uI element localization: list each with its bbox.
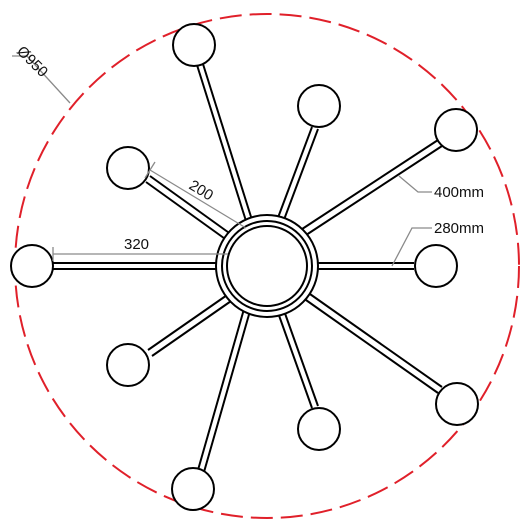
bulb-upper-center bbox=[297, 84, 341, 128]
bulb-bottom-right bbox=[435, 382, 479, 426]
short-arm-label: 280mm bbox=[434, 220, 484, 237]
bulb-upper-left bbox=[106, 146, 150, 190]
long-arm-leader bbox=[398, 175, 432, 193]
short-arm-leader bbox=[391, 227, 432, 267]
arm-bottom-left bbox=[197, 308, 251, 473]
arm-bottom-right bbox=[295, 286, 443, 394]
reach-dimension-label: 320 bbox=[124, 236, 149, 253]
bulb-lower-center-right bbox=[297, 407, 341, 451]
offset-dimension-label: 200 bbox=[186, 177, 216, 204]
arm-right-upper bbox=[295, 139, 443, 240]
arm-left bbox=[53, 262, 218, 270]
bulb-right-upper bbox=[434, 108, 478, 152]
arm-upper-left bbox=[145, 175, 233, 242]
long-arm-label: 400mm bbox=[434, 184, 484, 201]
bulb-left bbox=[10, 244, 54, 288]
arm-right bbox=[308, 262, 414, 270]
diameter-label: Ø950 bbox=[13, 43, 51, 81]
bulb-top-left bbox=[172, 23, 216, 67]
bulb-right bbox=[414, 244, 458, 288]
bulbs bbox=[10, 23, 479, 511]
arms bbox=[53, 63, 443, 473]
offset-dimension-line bbox=[149, 169, 247, 229]
arm-lower-left bbox=[147, 292, 235, 357]
dimension-lines bbox=[12, 55, 432, 267]
arm-upper-center bbox=[275, 126, 319, 226]
hub-center bbox=[226, 225, 308, 307]
bulb-bottom-left bbox=[171, 467, 215, 511]
diameter-leader bbox=[12, 55, 71, 104]
bulb-lower-left bbox=[106, 343, 150, 387]
arm-top-left bbox=[196, 63, 253, 222]
offset-dimension-tick bbox=[144, 161, 156, 179]
arm-lower-center-right bbox=[275, 304, 319, 409]
